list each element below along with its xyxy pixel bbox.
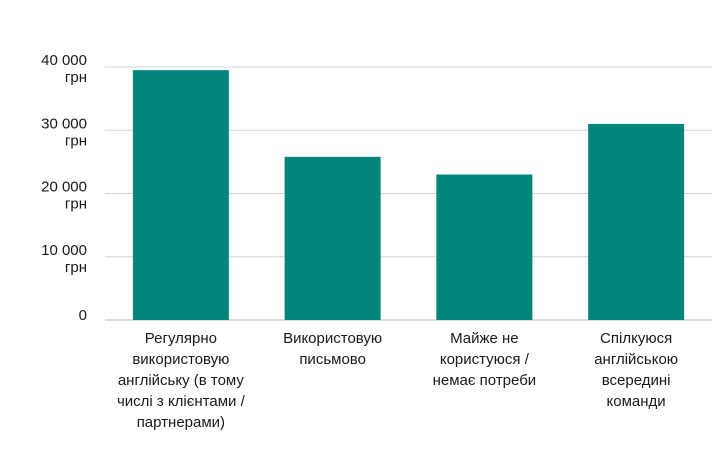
y-tick-label: 40 000 грн [41, 52, 87, 86]
x-category-label: Регулярно використовую англійську (в тому ч… [117, 330, 246, 431]
x-category-label: Спілкуюся англійською всередині команди [594, 330, 678, 410]
bar [284, 156, 381, 320]
y-tick-label: 20 000 грн [41, 179, 87, 213]
y-tick-label: 30 000 грн [41, 115, 87, 149]
bars [132, 70, 685, 320]
x-category-label: Майже не користуюся / немає потреби [433, 330, 537, 389]
y-tick-label: 10 000 грн [41, 242, 87, 276]
y-tick-label: 0 [79, 307, 87, 324]
bar [588, 123, 685, 320]
x-axis-category-labels: Регулярно використовую англійську (в тому ч… [117, 330, 678, 431]
x-category-label: Використовую письмово [283, 330, 382, 368]
bar [436, 174, 533, 320]
y-axis-tick-labels: 0 10 000 грн 20 000 грн 30 000 грн 40 000 грн [41, 52, 87, 324]
bar [132, 70, 229, 320]
